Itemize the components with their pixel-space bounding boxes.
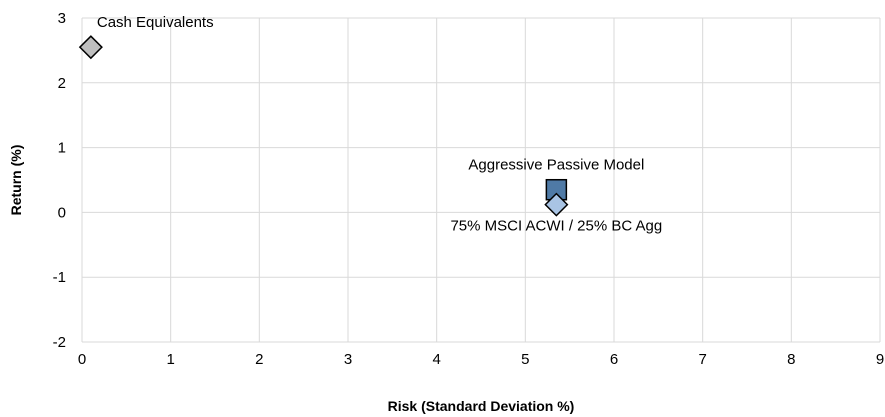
y-tick-labels: 3 2 1 0 -1 -2 bbox=[53, 10, 66, 351]
x-tick-label: 8 bbox=[787, 351, 795, 368]
x-tick-label: 2 bbox=[255, 351, 263, 368]
point-label: 75% MSCI ACWI / 25% BC Agg bbox=[450, 218, 662, 235]
x-tick-label: 5 bbox=[521, 351, 529, 368]
y-tick-label: 0 bbox=[58, 204, 66, 221]
y-tick-label: -2 bbox=[53, 334, 66, 351]
y-tick-label: 3 bbox=[58, 10, 66, 27]
x-tick-label: 9 bbox=[876, 351, 884, 368]
x-tick-label: 6 bbox=[610, 351, 618, 368]
x-tick-label: 1 bbox=[166, 351, 174, 368]
x-tick-label: 7 bbox=[698, 351, 706, 368]
x-axis-title: Risk (Standard Deviation %) bbox=[388, 398, 575, 414]
y-tick-label: 1 bbox=[58, 140, 66, 157]
y-tick-label: -1 bbox=[53, 269, 66, 286]
y-tick-label: 2 bbox=[58, 75, 66, 92]
x-tick-label: 4 bbox=[432, 351, 440, 368]
data-points bbox=[78, 35, 569, 217]
x-tick-label: 3 bbox=[344, 351, 352, 368]
point-label: Aggressive Passive Model bbox=[468, 157, 644, 174]
grid-lines bbox=[81, 17, 881, 343]
x-tick-labels: 0 1 2 3 4 5 6 7 8 9 bbox=[78, 351, 884, 368]
point-marker-diamond bbox=[544, 192, 569, 217]
point-label: Cash Equivalents bbox=[97, 14, 214, 31]
point-marker-diamond bbox=[78, 35, 103, 60]
y-axis-title: Return (%) bbox=[8, 145, 24, 216]
point-labels: Cash Equivalents Aggressive Passive Model… bbox=[97, 14, 662, 234]
x-tick-label: 0 bbox=[78, 351, 86, 368]
